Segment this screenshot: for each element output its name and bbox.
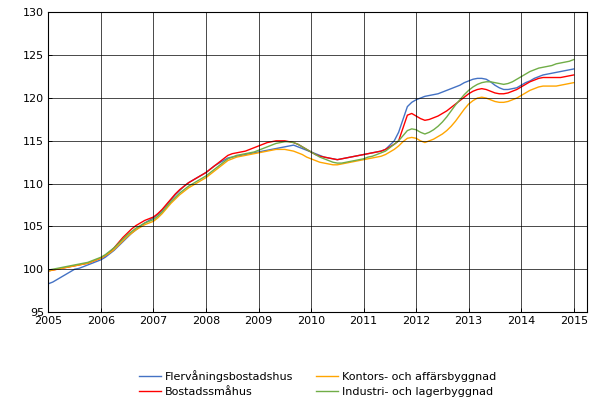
Kontors- och affärsbyggnad	[97, 255, 105, 260]
Flervåningsbostadshus	[570, 67, 577, 72]
Industri- och lagerbyggnad	[45, 267, 52, 272]
Industri- och lagerbyggnad	[399, 133, 407, 138]
Flervåningsbostadshus	[535, 74, 542, 79]
Kontors- och affärsbyggnad	[373, 155, 381, 160]
Bostadssmåhus	[535, 76, 542, 81]
Industri- och lagerbyggnad	[373, 152, 381, 157]
Kontors- och affärsbyggnad	[399, 139, 407, 144]
Legend: Flervåningsbostadshus, Bostadssmåhus, Kontors- och affärsbyggnad, Industri- och : Flervåningsbostadshus, Bostadssmåhus, Ko…	[134, 366, 501, 402]
Flervåningsbostadshus	[97, 258, 105, 262]
Line: Industri- och lagerbyggnad: Industri- och lagerbyggnad	[48, 59, 574, 270]
Kontors- och affärsbyggnad	[570, 80, 577, 85]
Industri- och lagerbyggnad	[268, 143, 275, 148]
Industri- och lagerbyggnad	[97, 255, 105, 260]
Kontors- och affärsbyggnad	[45, 268, 52, 273]
Bostadssmåhus	[268, 139, 275, 144]
Bostadssmåhus	[373, 149, 381, 154]
Kontors- och affärsbyggnad	[168, 201, 175, 206]
Kontors- och affärsbyggnad	[268, 148, 275, 153]
Flervåningsbostadshus	[168, 198, 175, 203]
Kontors- och affärsbyggnad	[535, 84, 542, 89]
Flervåningsbostadshus	[45, 281, 52, 286]
Bostadssmåhus	[399, 126, 407, 131]
Bostadssmåhus	[570, 72, 577, 77]
Flervåningsbostadshus	[373, 149, 381, 154]
Line: Flervåningsbostadshus: Flervåningsbostadshus	[48, 69, 574, 284]
Flervåningsbostadshus	[399, 117, 407, 122]
Industri- och lagerbyggnad	[168, 199, 175, 204]
Flervåningsbostadshus	[268, 147, 275, 152]
Line: Kontors- och affärsbyggnad: Kontors- och affärsbyggnad	[48, 83, 574, 271]
Industri- och lagerbyggnad	[570, 57, 577, 62]
Industri- och lagerbyggnad	[535, 66, 542, 71]
Line: Bostadssmåhus: Bostadssmåhus	[48, 75, 574, 271]
Bostadssmåhus	[45, 268, 52, 273]
Bostadssmåhus	[97, 255, 105, 260]
Bostadssmåhus	[168, 196, 175, 201]
